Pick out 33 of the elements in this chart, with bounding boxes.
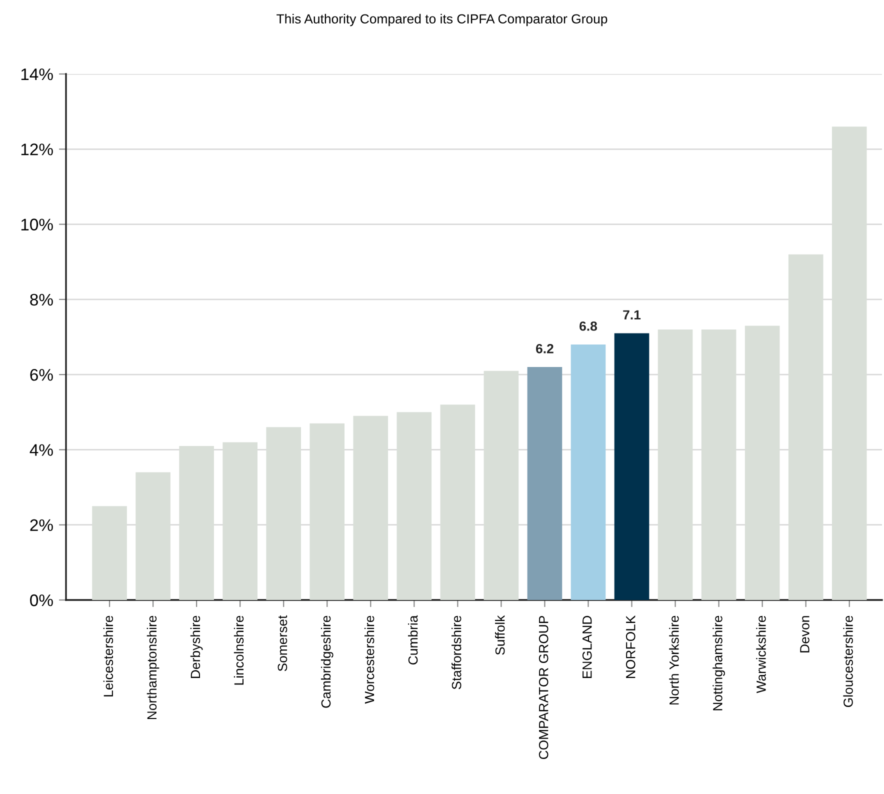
x-tick-label: Derbyshire	[190, 616, 203, 678]
y-tick-label: 2%	[30, 519, 53, 531]
y-tick-label: 8%	[30, 294, 53, 306]
bar	[570, 344, 606, 600]
x-tick-label: Devon	[800, 616, 810, 652]
x-tick-label: Cumbria	[408, 615, 418, 664]
y-tick-label: 4%	[30, 444, 53, 456]
x-tick-label: Gloucestershire	[843, 616, 853, 708]
chart-title: This Authority Compared to its CIPFA Comparator Group	[276, 14, 608, 26]
bar	[614, 333, 650, 600]
x-tick-label: Northamptonshire	[146, 616, 160, 720]
y-tick-label: 6%	[30, 368, 53, 381]
x-tick-label: Cambridgeshire	[320, 616, 334, 708]
x-tick-label: Leicestershire	[103, 616, 114, 696]
x-tick-label: North Yorkshire	[669, 616, 679, 704]
x-tick-label: Nottinghamshire	[712, 616, 725, 710]
x-tick-label: NORFOLK	[626, 615, 636, 678]
y-tick-label: 10%	[21, 218, 53, 230]
x-tick-label: ENGLAND	[582, 616, 592, 678]
x-tick-label: Warwickshire	[756, 616, 766, 694]
bar	[527, 367, 562, 600]
data-label: 6.2	[536, 344, 554, 354]
x-tick-label: Lincolnshire	[234, 616, 244, 685]
data-label: 6.8	[580, 321, 598, 331]
y-tick-label: 14%	[21, 68, 53, 80]
x-tick-label: COMPARATOR GROUP	[538, 616, 548, 760]
x-tick-label: Suffolk	[495, 615, 505, 655]
x-tick-label: Worcestershire	[364, 616, 374, 704]
x-tick-label: Somerset	[278, 615, 288, 672]
y-tick-label: 0%	[30, 594, 53, 606]
y-tick-label: 12%	[21, 144, 53, 156]
x-tick-label: Staffordshire	[452, 616, 462, 690]
data-label: 7.1	[623, 310, 641, 320]
